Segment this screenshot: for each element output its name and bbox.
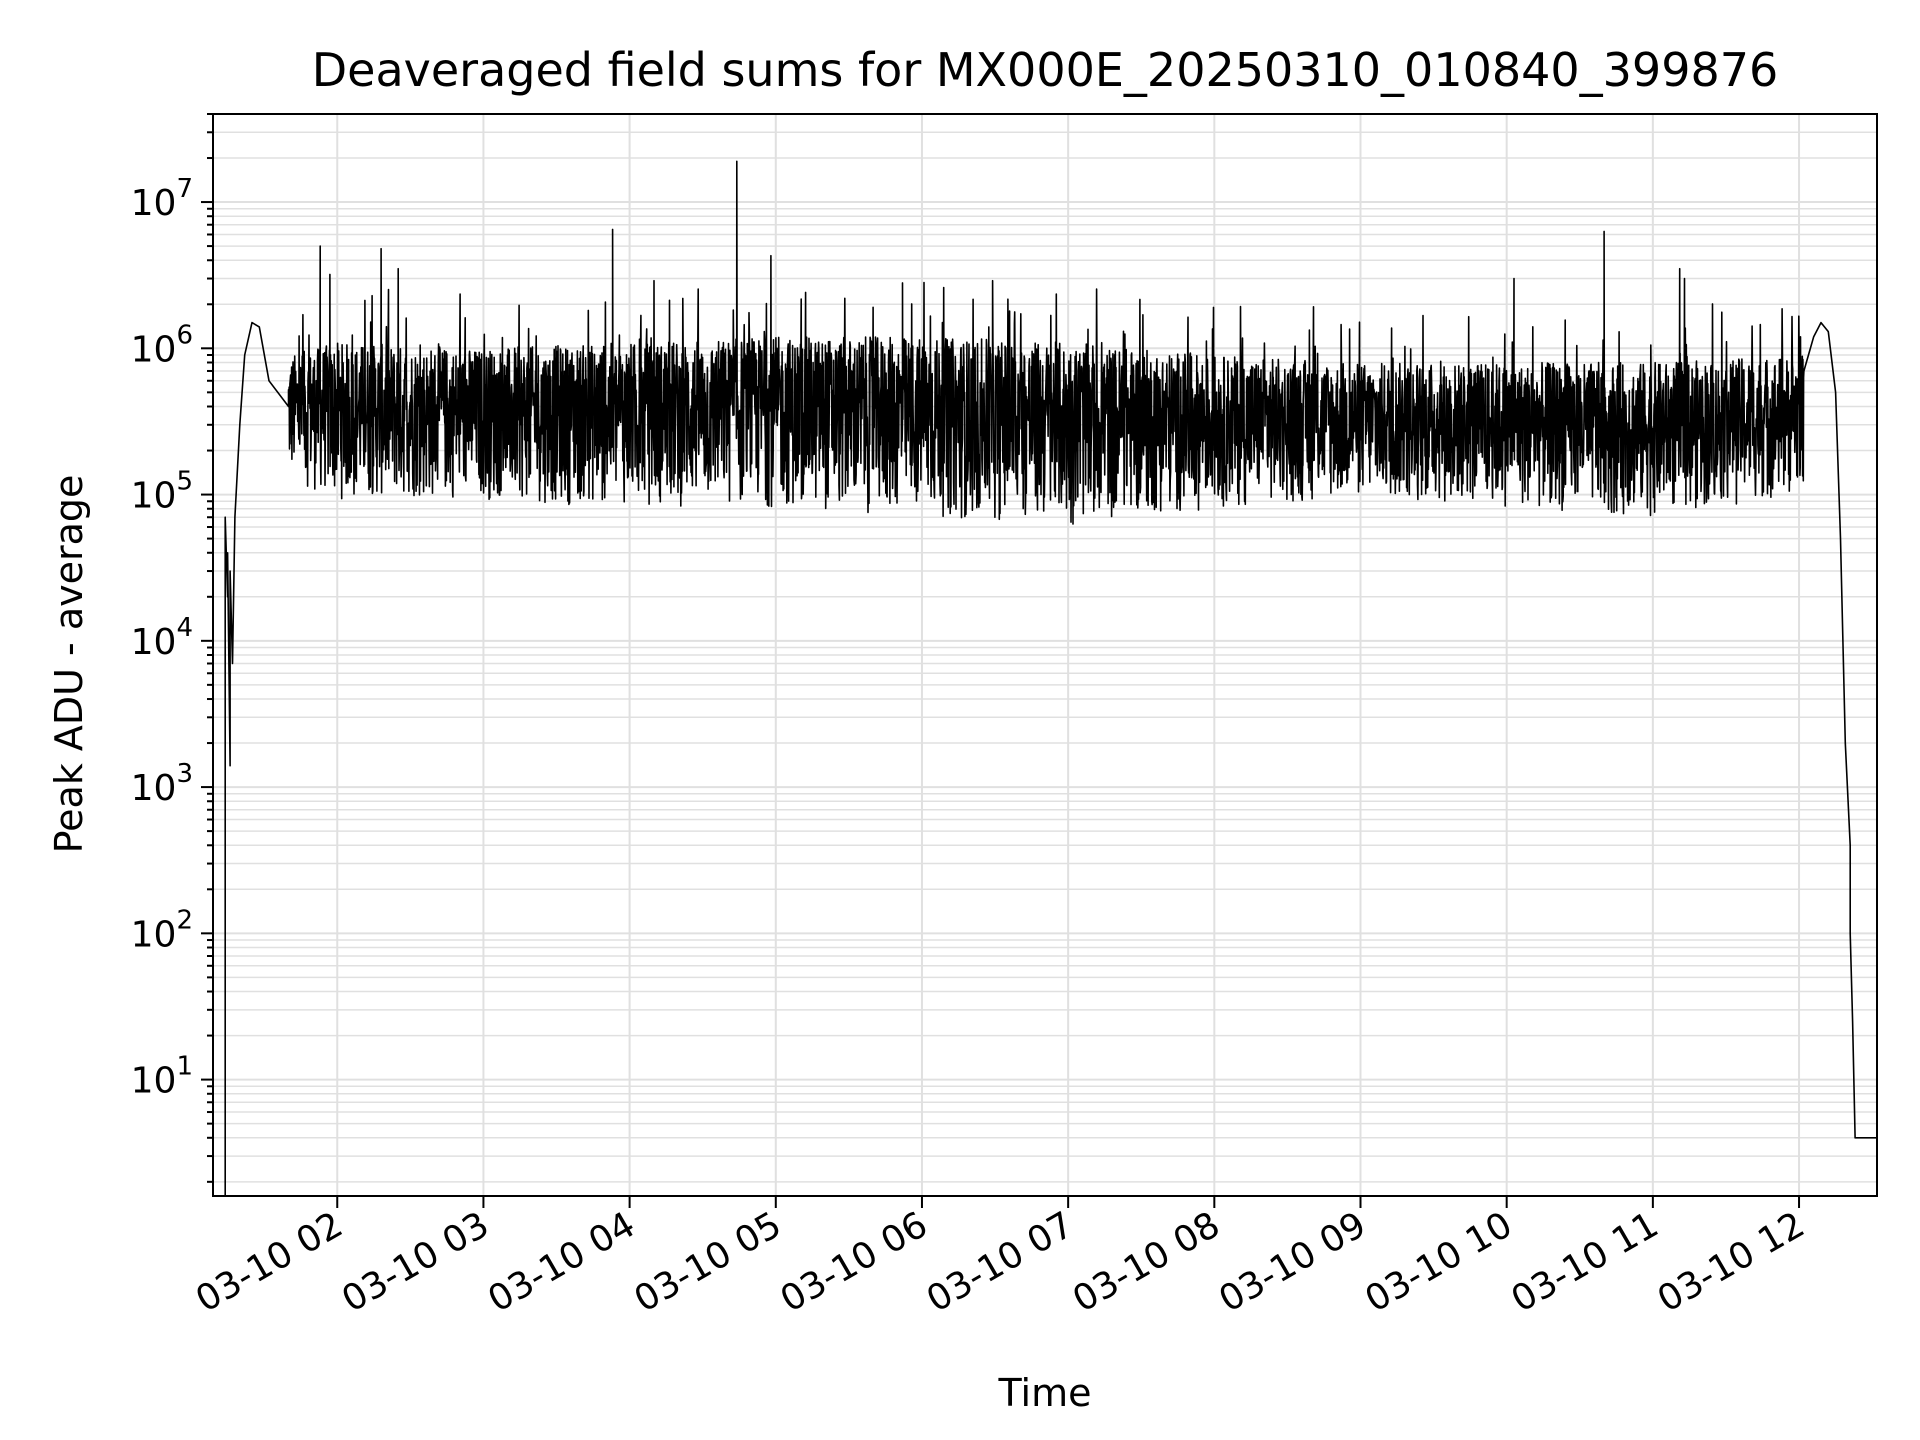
y-tick-label: 104 [131, 613, 193, 663]
y-tick-base: 10 [131, 1061, 177, 1102]
y-tick-exponent: 5 [176, 467, 193, 497]
y-tick-base: 10 [131, 622, 177, 663]
y-tick-base: 10 [131, 476, 177, 517]
series-path [224, 160, 1877, 1196]
y-axis-label: Peak ADU - average [47, 475, 91, 854]
series-line [224, 160, 1877, 1196]
y-tick-base: 10 [131, 914, 177, 955]
y-tick-label: 105 [131, 467, 193, 517]
y-tick-label: 101 [131, 1052, 193, 1102]
y-tick-exponent: 1 [176, 1052, 193, 1082]
y-tick-exponent: 7 [176, 174, 193, 204]
y-tick-base: 10 [131, 329, 177, 370]
y-tick-base: 10 [131, 768, 177, 809]
y-tick-label: 102 [131, 905, 193, 955]
y-tick-exponent: 3 [176, 759, 193, 789]
y-tick-label: 107 [131, 174, 193, 224]
y-tick-label: 103 [131, 759, 193, 809]
y-tick-label: 106 [131, 320, 193, 370]
y-tick-base: 10 [131, 183, 177, 224]
y-tick-exponent: 4 [176, 613, 193, 643]
chart-title: Deaveraged field sums for MX000E_2025031… [312, 43, 1779, 97]
x-axis-label: Time [998, 1371, 1092, 1415]
y-tick-exponent: 6 [176, 320, 193, 350]
y-tick-exponent: 2 [176, 905, 193, 935]
